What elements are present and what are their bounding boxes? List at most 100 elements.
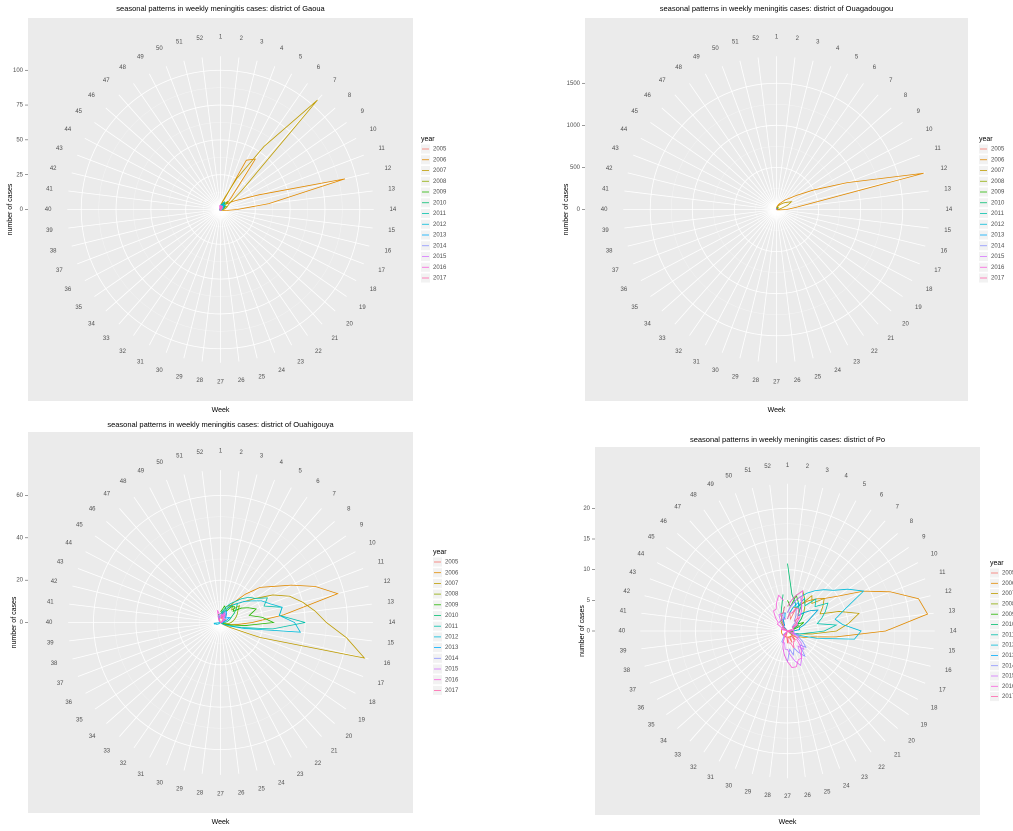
spoke	[739, 60, 777, 210]
spoke	[627, 209, 777, 247]
spoke	[220, 551, 356, 623]
legend-label: 2007	[433, 168, 447, 174]
spoke	[734, 630, 788, 769]
week-label: 52	[196, 36, 203, 42]
spoke	[776, 57, 796, 210]
spoke	[734, 493, 788, 632]
spoke	[105, 209, 221, 312]
week-label: 13	[387, 599, 394, 605]
week-label: 10	[369, 540, 376, 546]
week-label: 20	[345, 734, 352, 740]
legend-label: 2011	[445, 624, 459, 630]
spoke	[220, 622, 240, 774]
spoke	[220, 209, 293, 346]
spoke	[71, 172, 221, 210]
week-label: 14	[950, 629, 957, 635]
week-label: 25	[824, 789, 831, 795]
legend-label: 2007	[991, 168, 1005, 174]
week-label: 31	[707, 775, 714, 781]
spoke	[149, 487, 221, 623]
week-label: 16	[384, 248, 391, 254]
week-label: 23	[861, 775, 868, 781]
week-label: 8	[348, 93, 352, 99]
y-tick-label: 60	[16, 493, 23, 499]
week-label: 35	[76, 717, 83, 723]
week-label: 21	[894, 753, 901, 759]
spoke	[633, 154, 777, 210]
week-label: 19	[358, 717, 365, 723]
spoke	[776, 209, 929, 229]
spoke	[220, 209, 357, 282]
spoke	[220, 622, 364, 677]
spoke	[776, 209, 903, 297]
week-label: 20	[346, 321, 353, 327]
week-label: 29	[732, 374, 739, 380]
spoke	[220, 209, 347, 297]
spoke	[183, 474, 221, 623]
spoke	[220, 622, 347, 710]
week-label: 26	[238, 790, 245, 796]
spoke	[704, 73, 777, 210]
week-label: 50	[725, 474, 732, 480]
spoke	[650, 122, 777, 210]
week-label: 43	[57, 559, 64, 565]
spoke	[689, 83, 777, 210]
week-label: 14	[390, 207, 397, 213]
chart-title: seasonal patterns in weekly meningitis c…	[107, 420, 334, 429]
week-label: 13	[949, 609, 956, 615]
spoke	[649, 630, 788, 684]
week-label: 33	[674, 753, 681, 759]
spoke	[739, 209, 777, 359]
y-axis-title: number of cases	[11, 596, 18, 648]
legend-label: 2008	[445, 592, 459, 598]
spoke	[105, 107, 221, 210]
y-tick-label: 20	[583, 506, 590, 512]
spoke	[633, 209, 777, 265]
spoke	[201, 209, 221, 362]
week-label: 27	[217, 379, 224, 385]
spoke	[627, 172, 777, 210]
spoke	[776, 209, 879, 325]
spoke	[133, 209, 221, 336]
week-label: 29	[176, 374, 183, 380]
week-label: 52	[764, 464, 771, 470]
spoke	[201, 471, 221, 623]
spoke	[72, 585, 221, 623]
week-label: 11	[378, 559, 385, 565]
spoke	[220, 209, 240, 362]
week-label: 4	[845, 474, 849, 480]
spoke	[787, 630, 841, 769]
legend-title: year	[421, 136, 435, 143]
week-label: 37	[57, 681, 64, 687]
spoke	[650, 209, 777, 297]
legend-label: 2010	[445, 613, 459, 619]
spoke	[220, 622, 292, 758]
y-tick-label: 40	[16, 535, 23, 541]
week-label: 18	[370, 287, 377, 293]
legend-label: 2006	[991, 157, 1005, 163]
week-label: 32	[119, 349, 126, 355]
legend-label: 2005	[445, 560, 459, 566]
legend-label: 2017	[433, 276, 447, 282]
week-label: 23	[297, 360, 304, 366]
week-label: 42	[623, 589, 630, 595]
week-label: 25	[814, 374, 821, 380]
spoke	[644, 595, 788, 632]
week-label: 12	[940, 166, 947, 172]
chart: seasonal patterns in weekly meningitis c…	[579, 435, 1013, 826]
week-label: 44	[65, 127, 72, 133]
spoke	[776, 107, 892, 210]
week-label: 51	[176, 40, 183, 46]
spoke	[220, 622, 335, 724]
week-label: 40	[45, 207, 52, 213]
spoke	[220, 479, 275, 623]
week-label: 30	[725, 783, 732, 789]
spoke	[677, 630, 788, 729]
week-label: 43	[56, 146, 63, 152]
week-label: 16	[945, 668, 952, 674]
week-label: 39	[46, 228, 53, 234]
week-label: 33	[103, 336, 110, 342]
spoke	[718, 630, 788, 762]
week-label: 3	[825, 468, 829, 474]
spoke	[661, 209, 777, 312]
